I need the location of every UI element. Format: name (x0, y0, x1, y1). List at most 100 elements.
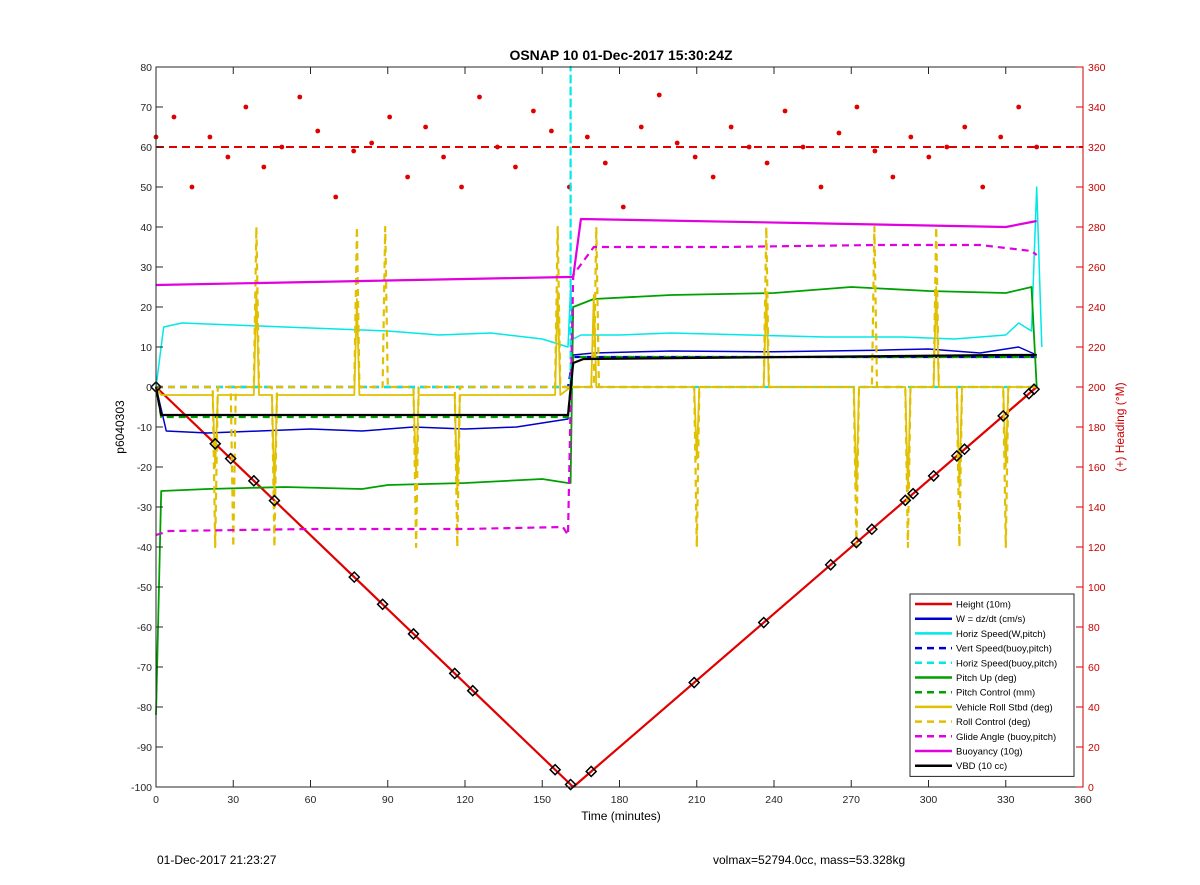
heading-point (261, 164, 267, 170)
heading-point (189, 184, 195, 190)
y-right-tick-label: 120 (1088, 542, 1106, 554)
legend-entry: W = dz/dt (cm/s) (956, 614, 1025, 625)
heading-point (674, 140, 680, 146)
y-right-tick-label: 160 (1088, 462, 1106, 474)
y-left-tick-label: 40 (140, 222, 152, 234)
heading-point (746, 144, 752, 150)
chart-title: OSNAP 10 01-Dec-2017 15:30:24Z (509, 47, 733, 63)
legend-entry: Vehicle Roll Stbd (deg) (956, 702, 1053, 713)
height-marker (899, 494, 912, 507)
heading-point (782, 108, 788, 114)
heading-point (890, 174, 896, 180)
legend-entry: Buoyancy (10g) (956, 747, 1023, 758)
y-right-tick-label: 340 (1088, 102, 1106, 114)
y-right-tick-label: 360 (1088, 62, 1106, 74)
heading-point (620, 204, 626, 210)
heading-point (800, 144, 806, 150)
heading-point (441, 154, 446, 160)
x-tick-label: 60 (305, 794, 317, 806)
heading-point (369, 140, 375, 146)
height-marker (224, 452, 237, 465)
height-marker (549, 763, 562, 776)
legend-entry: Pitch Up (deg) (956, 673, 1017, 684)
plot-area (149, 65, 1083, 791)
heading-point (728, 124, 734, 130)
heading-point (243, 104, 249, 110)
y-left-tick-label: 10 (140, 342, 152, 354)
heading-point (710, 174, 716, 180)
x-tick-label: 150 (533, 794, 551, 806)
y-left-tick-label: 60 (140, 142, 152, 154)
legend-entry: Vert Speed(buoy,pitch) (956, 644, 1052, 655)
y-right-tick-label: 320 (1088, 142, 1106, 154)
heading-point (351, 148, 357, 154)
x-tick-label: 360 (1074, 794, 1092, 806)
footer-volmax-mass: volmax=52794.0cc, mass=53.328kg (713, 853, 906, 867)
legend-entry: VBD (10 cc) (956, 761, 1007, 772)
heading-point (944, 144, 950, 150)
heading-point (1016, 104, 1022, 110)
heading-point (584, 134, 590, 140)
height-marker (688, 676, 701, 689)
legend: Height (10m) W = dz/dt (cm/s) Horiz Speed(… (909, 593, 1075, 777)
series-vbd-10-cc (154, 353, 1037, 417)
height-marker (348, 571, 361, 584)
x-tick-label: 330 (997, 794, 1015, 806)
heading-point (854, 104, 860, 110)
legend-entry: Horiz Speed(W,pitch) (956, 629, 1046, 640)
y-right-tick-label: 200 (1088, 382, 1106, 394)
heading-point (315, 128, 321, 134)
y-left-tick-label: -50 (137, 582, 152, 594)
y-left-tick-label: 20 (140, 302, 152, 314)
y-axis-label-right: (+) Heading (°M) (1113, 382, 1127, 471)
y-left-tick-label: -20 (137, 462, 152, 474)
y-left-tick-label: -10 (137, 422, 152, 434)
heading-point (297, 94, 303, 100)
legend-entry: Roll Control (deg) (956, 717, 1030, 728)
height-marker (585, 765, 598, 778)
y-left-tick-label: 70 (140, 102, 152, 114)
y-right-tick-label: 240 (1088, 302, 1106, 314)
footer-timestamp: 01-Dec-2017 21:23:27 (157, 853, 277, 867)
legend-entry: Glide Angle (buoy,pitch) (956, 732, 1056, 743)
heading-point (387, 114, 393, 120)
y-right-tick-label: 80 (1088, 622, 1100, 634)
height-marker (407, 627, 420, 640)
height-marker (466, 684, 479, 697)
height-marker (564, 778, 577, 791)
heading-point (836, 130, 842, 136)
height-marker (824, 558, 837, 571)
x-tick-label: 180 (611, 794, 629, 806)
heading-point (908, 134, 914, 140)
heading-point (1034, 144, 1040, 150)
legend-entry: Horiz Speed(buoy,pitch) (956, 658, 1057, 669)
height-marker (376, 598, 389, 611)
y-left-tick-label: 30 (140, 262, 152, 274)
heading-point (872, 148, 878, 154)
heading-point (477, 94, 482, 100)
heading-point (764, 160, 770, 166)
heading-point (998, 134, 1004, 140)
heading-point (495, 144, 500, 150)
heading-point (207, 134, 213, 140)
height-marker (209, 437, 222, 450)
series-w-dz-dt-cm-s (155, 346, 1038, 434)
y-right-tick-label: 100 (1088, 582, 1106, 594)
heading-point (225, 154, 231, 160)
height-marker (1028, 383, 1041, 396)
heading-point (333, 194, 339, 200)
heading-point (548, 128, 554, 134)
x-tick-label: 270 (842, 794, 860, 806)
x-axis-label: Time (minutes) (581, 809, 661, 823)
height-marker (448, 667, 461, 680)
y-left-tick-label: -70 (137, 662, 152, 674)
height-marker (997, 409, 1010, 422)
x-tick-label: 240 (765, 794, 783, 806)
y-left-tick-label: 50 (140, 182, 152, 194)
y-left-tick-label: -60 (137, 622, 152, 634)
heading-point (692, 154, 698, 160)
series-roll-control-deg (156, 225, 1037, 549)
heading-point (656, 92, 662, 98)
heading-point (513, 164, 518, 170)
